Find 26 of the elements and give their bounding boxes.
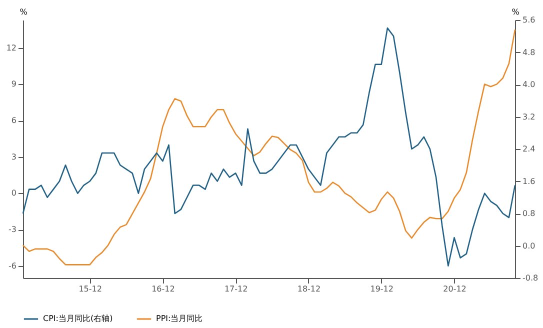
x-tick-label: 20-12 [443, 284, 466, 294]
x-tick-label: 17-12 [224, 284, 248, 294]
y-tick-label: 0 [11, 188, 16, 198]
y2-tick-label: 4.8 [522, 48, 536, 57]
y2-tick-label: 3.2 [522, 112, 536, 122]
y-tick-label: 9 [11, 80, 16, 89]
y2-axis-title: % [512, 8, 520, 16]
y2-tick-label: 0.0 [522, 241, 536, 250]
y-tick-label: 3 [11, 152, 16, 162]
y2-tick-label: 2.4 [522, 144, 536, 154]
legend-label: PPI:当月同比 [156, 314, 203, 323]
y-tick-label: -6 [8, 261, 16, 270]
y2-tick-label: 1.6 [522, 176, 536, 186]
legend-label: CPI:当月同比(右轴) [43, 314, 113, 323]
x-tick-label: 16-12 [152, 284, 175, 294]
x-tick-label: 18-12 [297, 284, 321, 294]
y-tick-label: 6 [11, 116, 16, 126]
y2-tick-label: 5.6 [522, 16, 536, 24]
x-tick-label: 15-12 [78, 284, 102, 294]
x-tick-label: 19-12 [370, 284, 394, 294]
y2-tick-label: 0.8 [522, 209, 536, 218]
y2-tick-label: -0.8 [522, 274, 538, 282]
y-axis-title: % [20, 8, 28, 16]
y2-tick-label: 4.0 [522, 80, 536, 89]
y-tick-label: 12 [6, 43, 16, 52]
y-tick-label: -3 [8, 225, 16, 234]
